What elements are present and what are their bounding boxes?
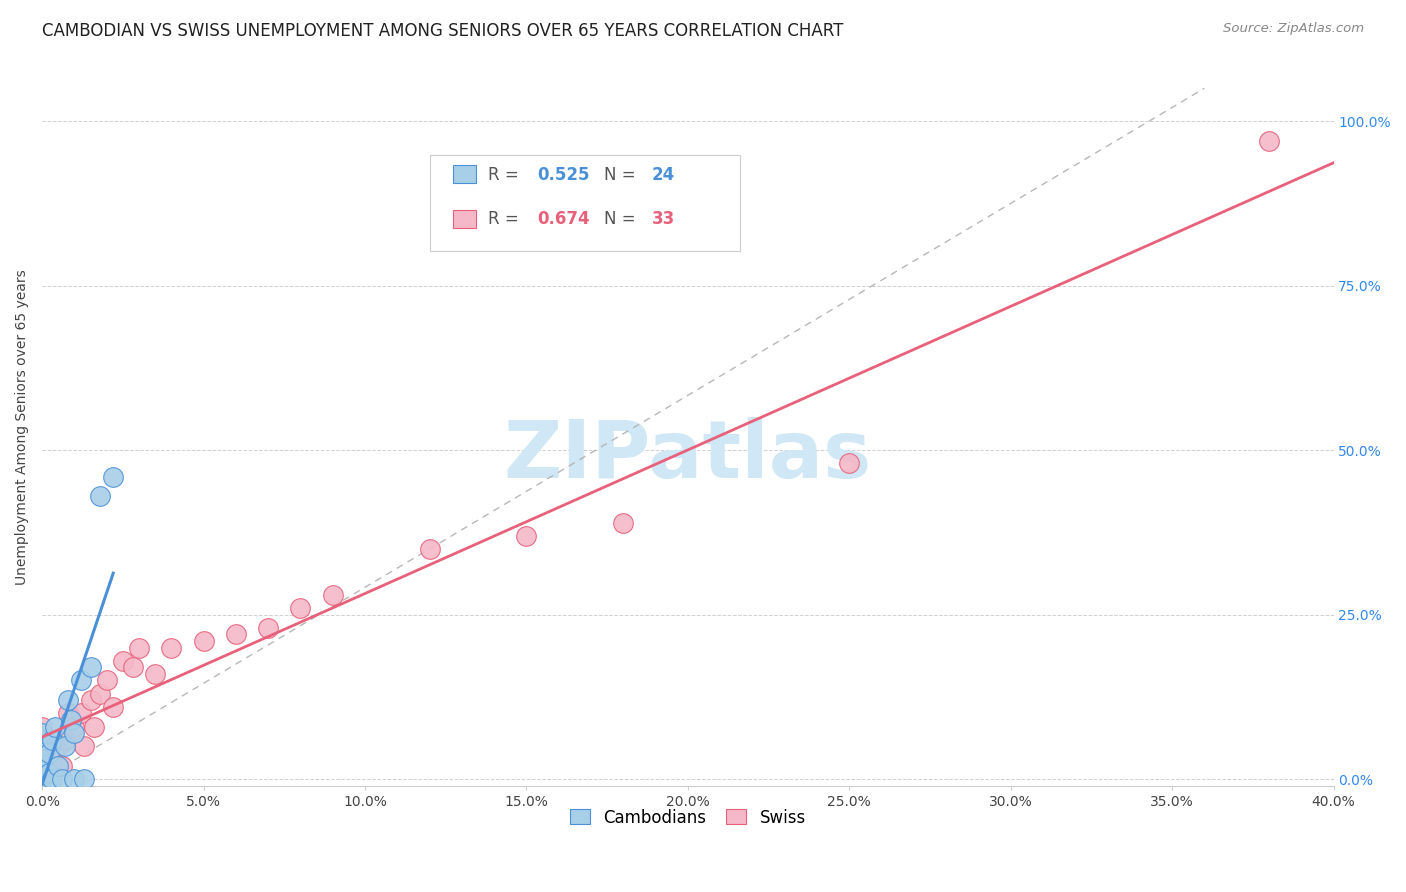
Point (44, 720, 66, 734)
Point (31, 726, 53, 740)
Point (838, 456, 860, 470)
Point (31, 739, 53, 754)
Point (83, 720, 105, 734)
Point (38, 752, 60, 766)
Point (257, 621, 280, 635)
Point (128, 640, 150, 655)
Point (419, 541, 441, 556)
Point (31, 732, 53, 747)
Point (51, 759, 73, 773)
Point (515, 529, 537, 543)
Point (63, 726, 86, 740)
Point (56, 693, 79, 707)
Point (53, 732, 76, 747)
Text: 24: 24 (652, 166, 675, 184)
Point (46, 739, 69, 754)
Point (225, 627, 247, 641)
Point (79, 693, 101, 707)
Point (1258, 134, 1281, 148)
Y-axis label: Unemployment Among Seniors over 65 years: Unemployment Among Seniors over 65 years (15, 269, 30, 585)
Point (111, 654, 134, 668)
Point (31, 765, 53, 780)
Text: ZIPatlas: ZIPatlas (503, 417, 872, 495)
FancyBboxPatch shape (453, 210, 477, 227)
Point (53, 739, 76, 754)
Point (290, 601, 312, 615)
Point (51, 772, 73, 787)
Point (63, 772, 86, 787)
Point (56, 706, 79, 721)
Point (38, 746, 60, 760)
Point (89, 489, 111, 503)
Point (31, 720, 53, 734)
Point (41, 759, 63, 773)
Point (31, 739, 53, 754)
Text: R =: R = (488, 166, 523, 184)
Point (73, 772, 96, 787)
Text: N =: N = (605, 211, 641, 228)
Point (41, 732, 63, 747)
Text: Source: ZipAtlas.com: Source: ZipAtlas.com (1223, 22, 1364, 36)
Legend: Cambodians, Swiss: Cambodians, Swiss (561, 800, 814, 835)
Point (31, 772, 53, 787)
Point (31, 759, 53, 773)
FancyBboxPatch shape (430, 154, 740, 252)
Point (160, 640, 183, 655)
Point (38, 765, 60, 780)
Point (31, 772, 53, 787)
Point (89, 687, 111, 701)
Text: N =: N = (605, 166, 641, 184)
Point (103, 699, 125, 714)
Point (70, 706, 93, 721)
Text: 33: 33 (652, 211, 675, 228)
FancyBboxPatch shape (453, 165, 477, 183)
Point (63, 720, 86, 734)
Point (96, 673, 118, 688)
Point (612, 516, 634, 530)
Text: 0.525: 0.525 (537, 166, 589, 184)
Text: CAMBODIAN VS SWISS UNEMPLOYMENT AMONG SENIORS OVER 65 YEARS CORRELATION CHART: CAMBODIAN VS SWISS UNEMPLOYMENT AMONG SE… (42, 22, 844, 40)
Point (322, 588, 344, 602)
Point (79, 660, 101, 674)
Point (60, 713, 83, 727)
Point (31, 759, 53, 773)
Point (121, 660, 143, 674)
Point (143, 667, 166, 681)
Point (46, 759, 69, 773)
Point (193, 634, 215, 648)
Point (103, 469, 125, 483)
Point (41, 772, 63, 787)
Point (70, 673, 93, 688)
Text: 0.674: 0.674 (537, 211, 589, 228)
Text: R =: R = (488, 211, 523, 228)
Point (73, 739, 96, 754)
Point (31, 752, 53, 766)
